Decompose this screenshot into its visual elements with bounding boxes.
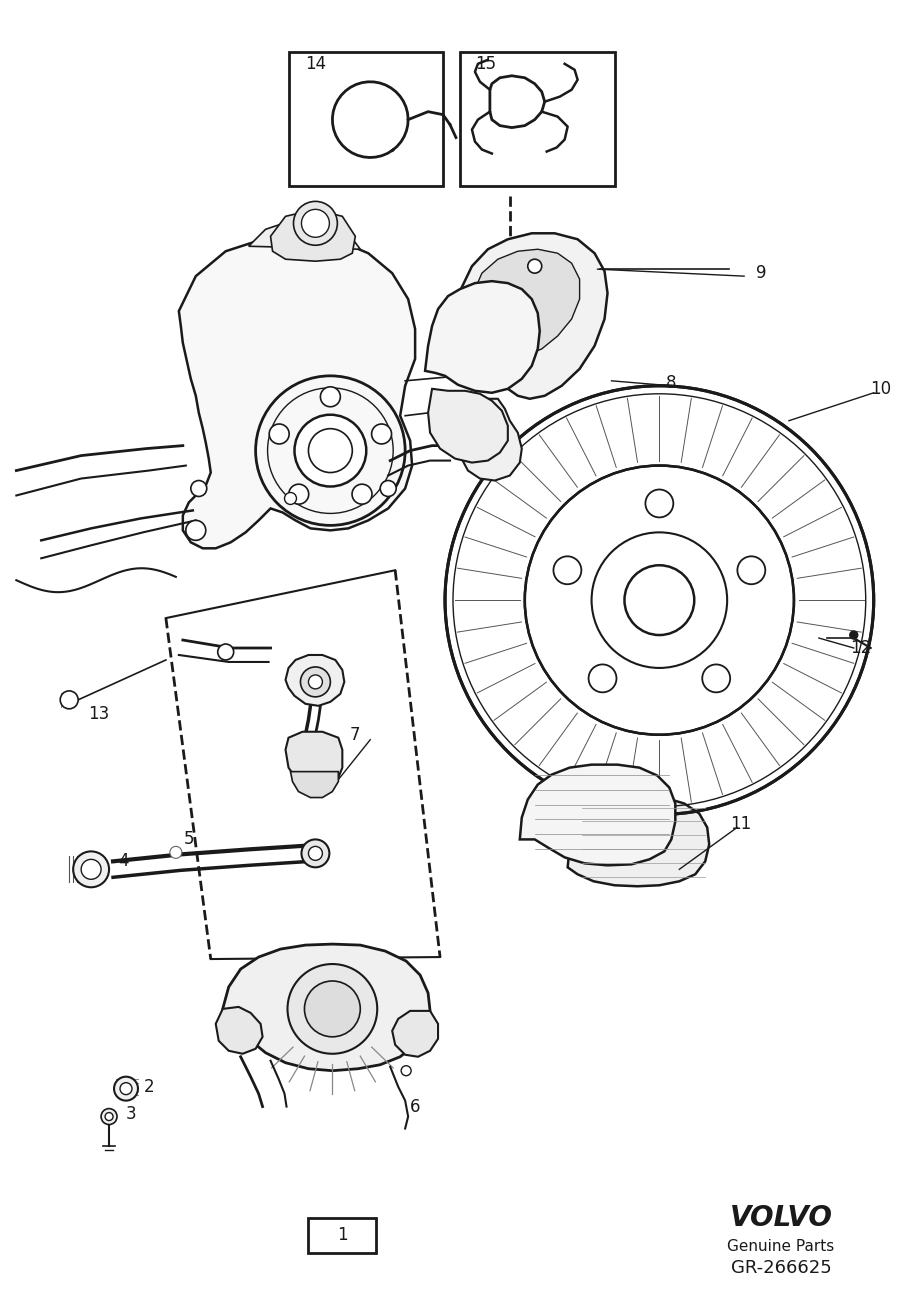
Circle shape	[308, 429, 352, 473]
Text: 9: 9	[756, 264, 766, 282]
Circle shape	[82, 860, 101, 879]
Polygon shape	[248, 220, 361, 249]
Text: 10: 10	[870, 379, 892, 397]
Circle shape	[589, 664, 616, 692]
Circle shape	[308, 847, 323, 860]
Circle shape	[554, 556, 582, 585]
Text: VOLVO: VOLVO	[729, 1204, 833, 1233]
Polygon shape	[520, 765, 675, 865]
Circle shape	[737, 556, 766, 585]
Circle shape	[321, 387, 341, 407]
Polygon shape	[285, 655, 344, 705]
Circle shape	[120, 1082, 132, 1095]
Polygon shape	[178, 236, 415, 548]
Polygon shape	[458, 399, 522, 481]
Text: 4: 4	[118, 852, 129, 870]
Circle shape	[371, 423, 391, 444]
Polygon shape	[285, 731, 342, 782]
Circle shape	[217, 644, 234, 660]
Circle shape	[645, 490, 673, 517]
Circle shape	[480, 408, 496, 423]
Circle shape	[624, 565, 694, 635]
Circle shape	[304, 981, 361, 1037]
Circle shape	[269, 423, 289, 444]
Polygon shape	[216, 1007, 263, 1053]
Polygon shape	[428, 388, 508, 462]
Circle shape	[169, 847, 182, 859]
Text: 6: 6	[410, 1098, 420, 1116]
Circle shape	[294, 201, 337, 246]
Circle shape	[186, 521, 206, 540]
Polygon shape	[271, 209, 355, 261]
Circle shape	[284, 492, 296, 504]
Circle shape	[302, 209, 330, 238]
Circle shape	[287, 964, 377, 1053]
Circle shape	[528, 260, 542, 273]
Circle shape	[702, 664, 730, 692]
Text: 8: 8	[666, 374, 677, 392]
Polygon shape	[392, 1011, 438, 1057]
Circle shape	[381, 481, 396, 496]
Text: Genuine Parts: Genuine Parts	[728, 1239, 834, 1254]
Polygon shape	[568, 796, 709, 886]
Circle shape	[60, 691, 78, 709]
Bar	[460, 52, 614, 187]
Circle shape	[73, 851, 109, 887]
Text: 7: 7	[350, 726, 361, 744]
Text: 13: 13	[89, 705, 110, 722]
Polygon shape	[470, 249, 580, 356]
Text: 11: 11	[730, 816, 752, 834]
Text: 5: 5	[184, 830, 194, 848]
Text: 12: 12	[850, 639, 872, 657]
Text: 15: 15	[475, 55, 496, 73]
Circle shape	[105, 1112, 113, 1121]
Circle shape	[191, 481, 207, 496]
Circle shape	[114, 1077, 138, 1100]
Text: 3: 3	[126, 1104, 136, 1122]
Circle shape	[289, 485, 309, 504]
Text: 1: 1	[337, 1226, 348, 1244]
Text: 2: 2	[144, 1078, 154, 1095]
Circle shape	[352, 485, 372, 504]
Circle shape	[401, 1065, 411, 1076]
Bar	[308, 1218, 376, 1254]
Bar	[288, 52, 443, 187]
Text: 14: 14	[305, 55, 326, 73]
Polygon shape	[425, 281, 540, 392]
Circle shape	[294, 414, 366, 487]
Circle shape	[302, 839, 330, 868]
Circle shape	[301, 666, 331, 696]
Circle shape	[850, 631, 858, 639]
Circle shape	[101, 1108, 117, 1125]
Polygon shape	[456, 234, 608, 399]
Polygon shape	[291, 772, 338, 798]
Text: GR-266625: GR-266625	[730, 1259, 832, 1277]
Circle shape	[308, 675, 323, 688]
Polygon shape	[223, 944, 430, 1070]
